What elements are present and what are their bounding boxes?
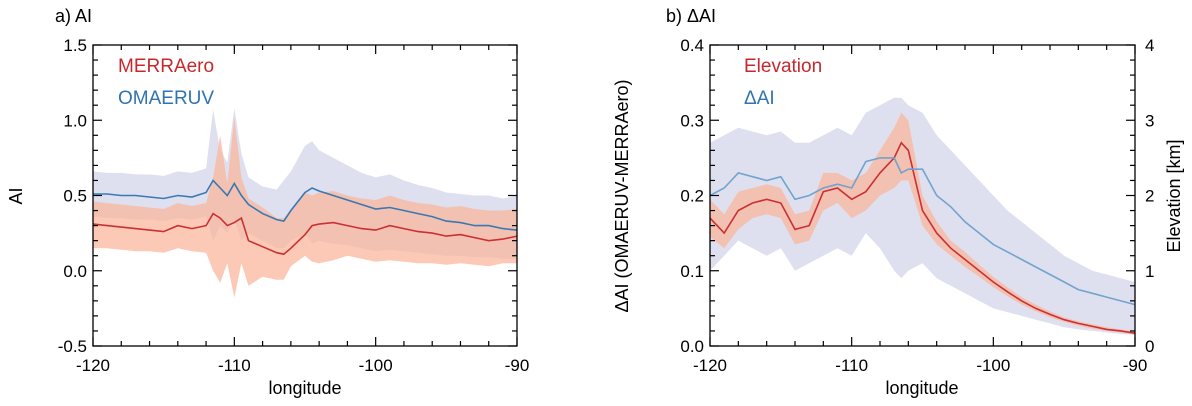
panel-a-xlabel: longitude bbox=[268, 378, 341, 398]
y-right-tick-label: 3 bbox=[1145, 111, 1154, 130]
band-elevation bbox=[710, 112, 1135, 335]
panel-a: -120 -110 -100 -90 -0.5 0.0 0.5 1.0 1.5 a) AI lo… bbox=[6, 6, 529, 398]
panel-a-ylabel: AI bbox=[6, 187, 26, 204]
x-tick-label: -90 bbox=[505, 356, 530, 375]
panel-b-title: b) ΔAI bbox=[666, 6, 716, 26]
y-tick-label: 0.0 bbox=[680, 337, 704, 356]
y-tick-label: 1.0 bbox=[63, 111, 87, 130]
y-right-tick-label: 1 bbox=[1145, 262, 1154, 281]
panel-a-legend-merraero: MERRAero bbox=[118, 56, 214, 77]
x-tick-label: -110 bbox=[835, 356, 868, 375]
y-tick-label: 0.3 bbox=[680, 111, 704, 130]
x-tick-label: -100 bbox=[976, 356, 1010, 375]
x-tick-label: -100 bbox=[359, 356, 393, 375]
panel-a-legend-omaeruv: OMAERUV bbox=[118, 88, 214, 109]
x-tick-label: -110 bbox=[218, 356, 251, 375]
y-tick-label: 1.5 bbox=[63, 36, 87, 55]
panel-b-xlabel: longitude bbox=[885, 378, 958, 398]
y-tick-label: 0.4 bbox=[680, 36, 704, 55]
panel-b-ylabel-right: Elevation [km] bbox=[1164, 139, 1184, 252]
panel-b: -120 -110 -100 -90 0.0 0.1 0.2 0.3 0.4 0 1 2 3 4 b) Δ… bbox=[612, 6, 1184, 398]
panel-a-bands bbox=[93, 108, 517, 298]
y-right-tick-label: 2 bbox=[1145, 187, 1154, 206]
y-tick-label: 0.2 bbox=[680, 187, 704, 206]
y-tick-label: 0.1 bbox=[680, 262, 704, 281]
panel-a-lines bbox=[92, 179, 518, 256]
panel-b-lines bbox=[709, 141, 1136, 334]
panel-a-title: a) AI bbox=[55, 6, 92, 26]
y-tick-label: -0.5 bbox=[58, 337, 87, 356]
panel-b-legend-dai: ΔAI bbox=[744, 88, 775, 109]
panel-a-ticks: -120 -110 -100 -90 -0.5 0.0 0.5 1.0 1.5 bbox=[58, 36, 530, 375]
panel-b-ylabel-left: ΔAI (OMAERUV-MERRAero) bbox=[612, 79, 632, 312]
x-tick-label: -90 bbox=[1123, 356, 1148, 375]
band-merraero bbox=[93, 117, 517, 298]
y-tick-label: 0.0 bbox=[63, 262, 87, 281]
panel-b-ticks: -120 -110 -100 -90 0.0 0.1 0.2 0.3 0.4 0 1 2 3 4 bbox=[680, 36, 1154, 375]
panel-b-legend-elevation: Elevation bbox=[744, 56, 822, 77]
x-tick-label: -120 bbox=[693, 356, 727, 375]
line-elevation bbox=[709, 141, 1136, 334]
y-right-tick-label: 4 bbox=[1145, 36, 1154, 55]
y-right-tick-label: 0 bbox=[1145, 337, 1154, 356]
y-tick-label: 0.5 bbox=[63, 187, 87, 206]
line-merraero bbox=[92, 212, 518, 256]
line-omaeruv bbox=[93, 179, 518, 231]
x-tick-label: -120 bbox=[76, 356, 110, 375]
line-ai bbox=[709, 157, 1136, 306]
panel-b-bands bbox=[710, 97, 1135, 335]
